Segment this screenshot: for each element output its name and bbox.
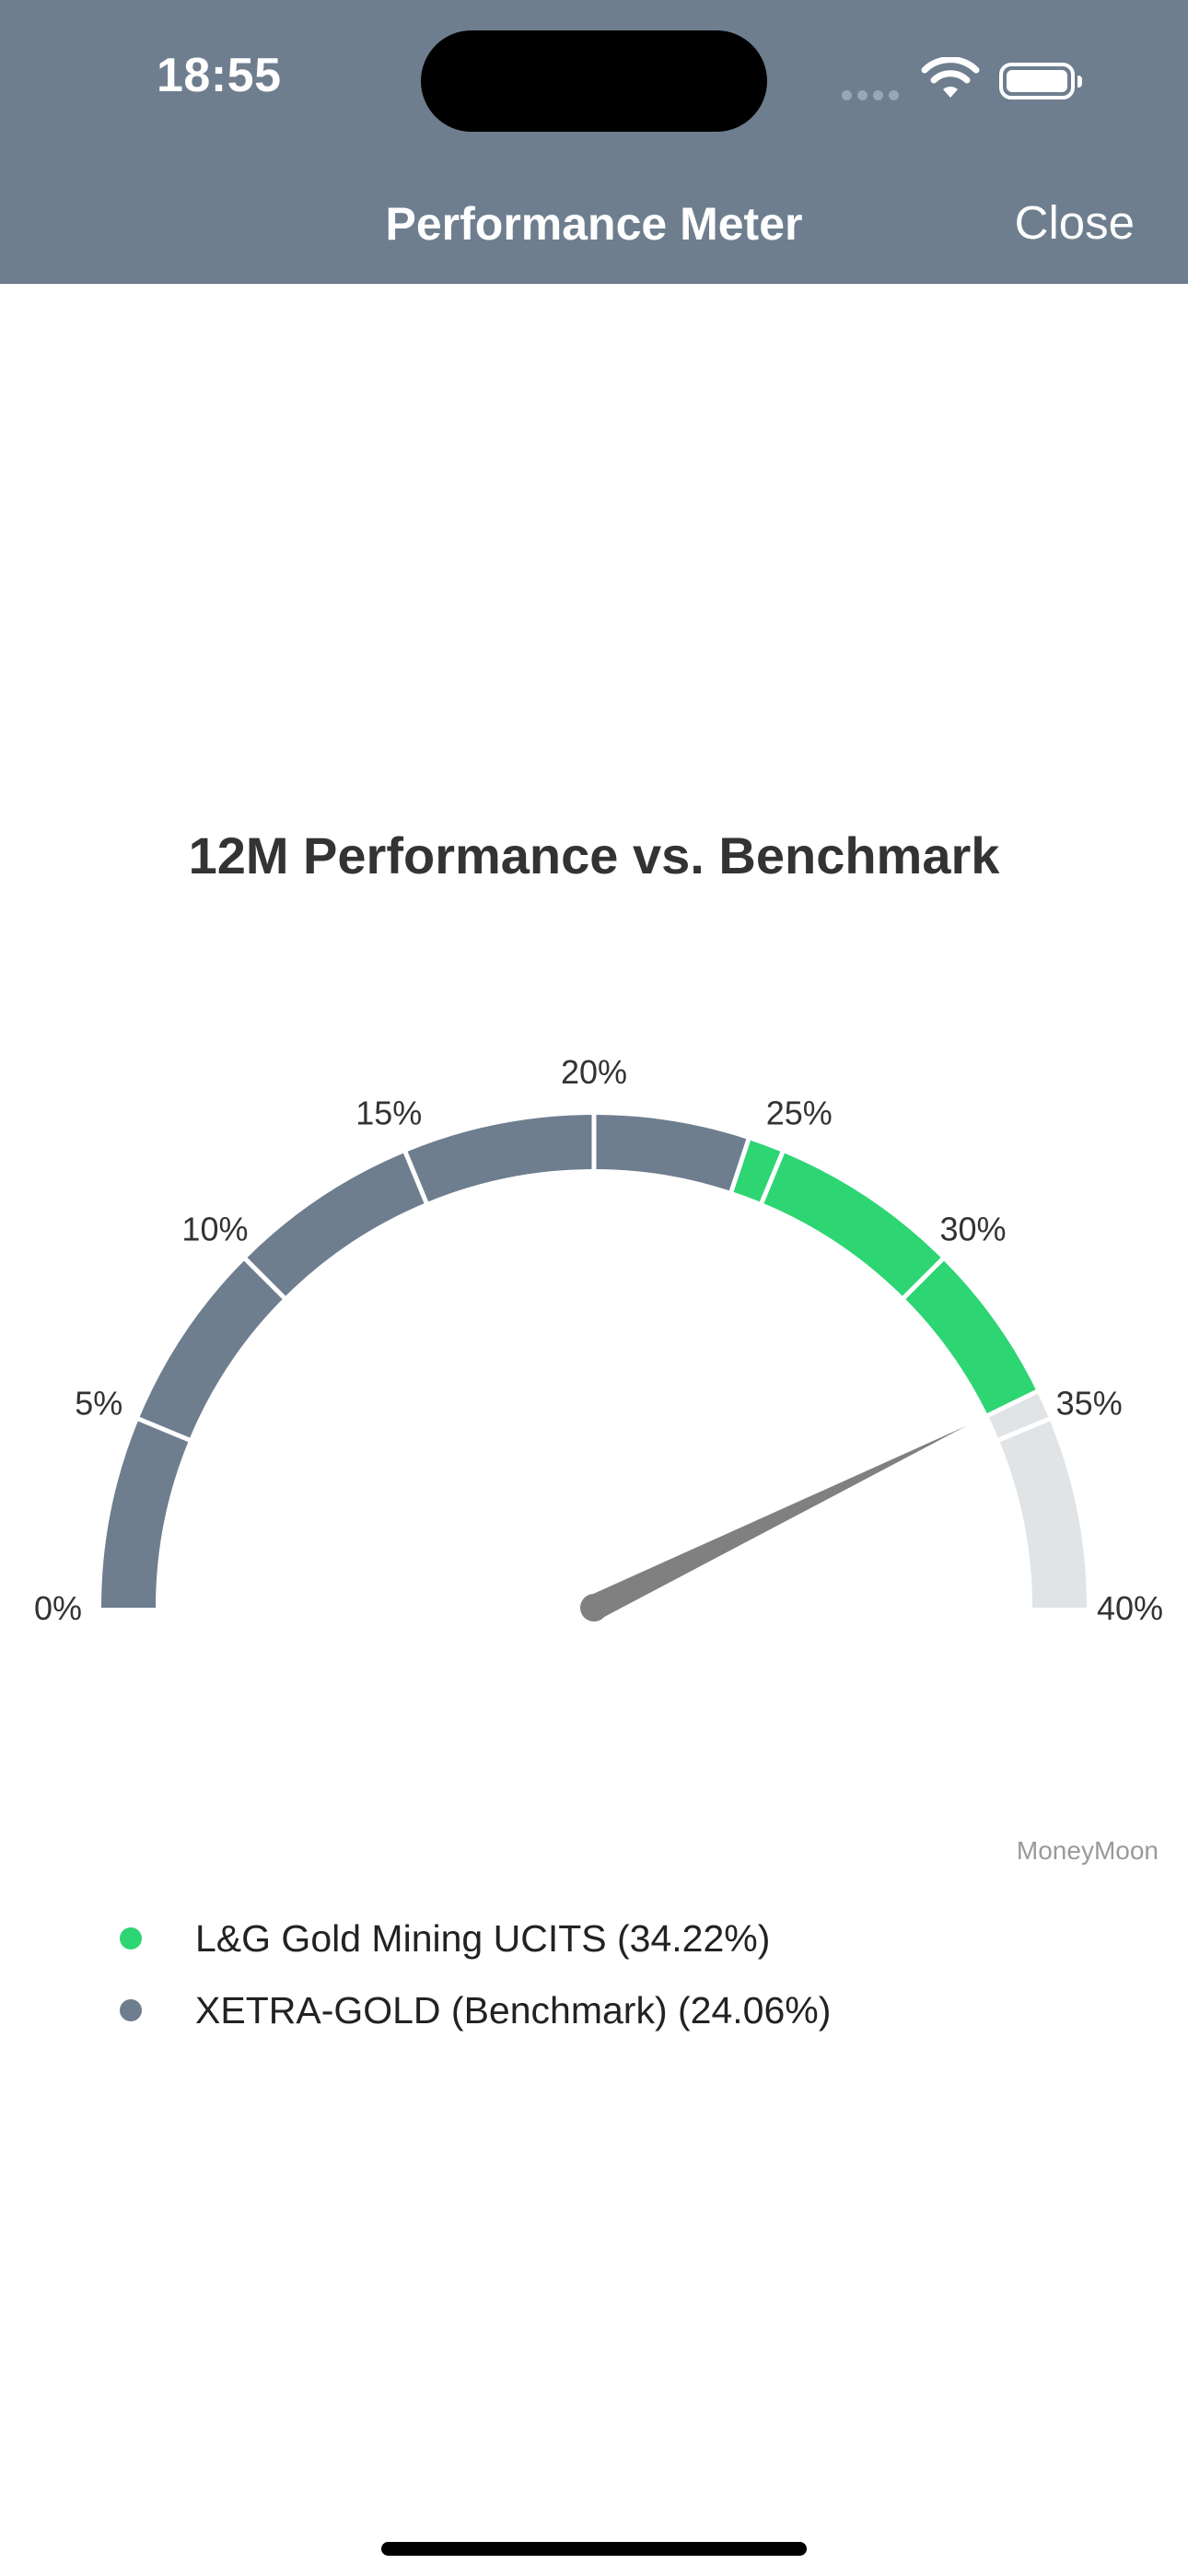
gauge-segment <box>987 1391 1050 1440</box>
gauge-tick-label: 15% <box>355 1094 422 1131</box>
gauge-needle <box>588 1425 967 1620</box>
gauge-segment <box>762 1152 943 1298</box>
gauge-separator <box>134 1415 192 1444</box>
gauge-tick-label: 10% <box>181 1210 248 1247</box>
legend: L&G Gold Mining UCITS (34.22%) XETRA-GOL… <box>120 1903 831 2046</box>
gauge-chart: 0% 5% 10% 15% 20% 25% 30% 35% 40% <box>34 1053 1163 1627</box>
gauge-segment <box>101 1419 190 1608</box>
gauge-separator <box>402 1148 430 1206</box>
gauge-tick-label: 40% <box>1097 1589 1163 1627</box>
gauge-separator <box>984 1388 1041 1419</box>
gauge-segment <box>245 1152 426 1298</box>
gauge-segment <box>998 1419 1087 1608</box>
legend-label-benchmark: XETRA-GOLD (Benchmark) (24.06%) <box>195 1988 832 2032</box>
dynamic-island <box>421 30 767 132</box>
gauge-tick-label: 35% <box>1056 1384 1123 1422</box>
nav-title: Performance Meter <box>385 198 803 250</box>
gauge-separator <box>758 1148 786 1206</box>
cellular-signal-icon <box>842 88 904 105</box>
chart-title: 12M Performance vs. Benchmark <box>188 826 1000 884</box>
gauge-separator <box>900 1255 947 1302</box>
gauge-segment <box>903 1259 1037 1416</box>
gauge-needle-hub <box>580 1594 608 1622</box>
gauge-tick-label: 0% <box>34 1589 82 1627</box>
top-bar: 18:55 Performance Meter Close <box>0 0 1188 284</box>
legend-item-fund[interactable]: L&G Gold Mining UCITS (34.22%) <box>120 1903 831 1974</box>
legend-label-fund: L&G Gold Mining UCITS (34.22%) <box>195 1916 771 1960</box>
gauge-separator <box>996 1415 1054 1444</box>
gauge-separator <box>241 1255 288 1302</box>
gauge-segment <box>594 1115 749 1191</box>
legend-dot-benchmark <box>120 1999 142 2021</box>
wifi-icon <box>921 57 980 98</box>
legend-dot-fund <box>120 1927 142 1950</box>
gauge-tick-label: 30% <box>940 1210 1007 1247</box>
gauge-separator <box>728 1136 752 1195</box>
gauge-tick-label: 25% <box>766 1094 833 1131</box>
watermark: MoneyMoon <box>1016 1836 1159 1865</box>
gauge-segment <box>405 1115 594 1203</box>
gauge-tick-label: 5% <box>75 1384 122 1422</box>
gauge-segment <box>138 1259 285 1440</box>
battery-icon <box>999 63 1082 100</box>
close-button[interactable]: Close <box>1014 196 1135 249</box>
home-indicator <box>381 2542 807 2556</box>
status-time: 18:55 <box>157 49 282 102</box>
legend-item-benchmark[interactable]: XETRA-GOLD (Benchmark) (24.06%) <box>120 1974 831 2046</box>
gauge-tick-label: 20% <box>561 1053 627 1091</box>
